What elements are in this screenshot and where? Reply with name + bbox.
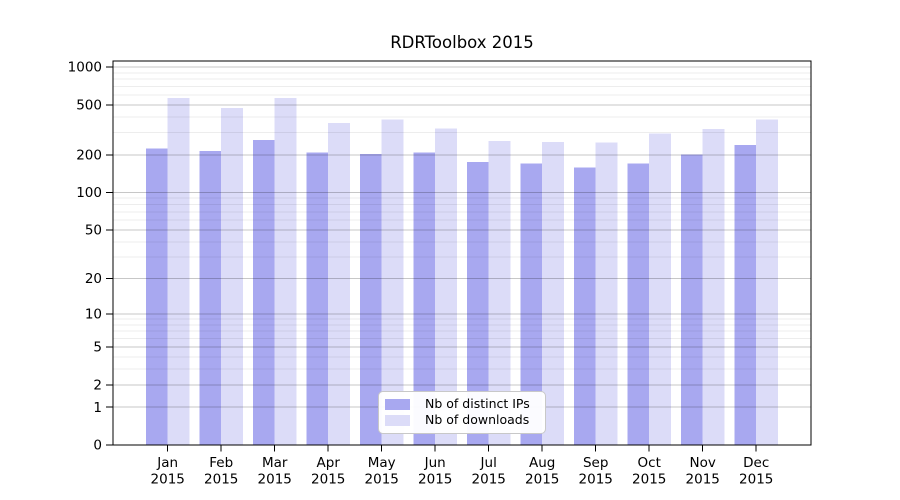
x-tick-label: Jul 2015 <box>472 455 506 488</box>
y-tick-label: 100 <box>76 185 102 201</box>
bar-feb-series1 <box>221 108 243 445</box>
bar-mar-series0 <box>253 140 275 445</box>
bar-aug-series0 <box>520 163 543 445</box>
bar-jul-series1 <box>488 141 511 445</box>
bar-mar-series1 <box>274 98 297 445</box>
bar-sep-series0 <box>574 167 596 445</box>
y-tick-label: 1 <box>93 400 102 416</box>
legend-item-downloads: Nb of downloads <box>385 414 539 427</box>
x-tick-label: Nov 2015 <box>686 455 720 488</box>
bar-apr-series1 <box>328 122 350 446</box>
bar-nov-series1 <box>702 129 725 445</box>
y-tick-label: 20 <box>85 271 102 287</box>
x-tick-label: Jun 2015 <box>418 455 452 488</box>
x-tick-label: May 2015 <box>365 455 399 488</box>
bar-jun-series1 <box>435 128 457 445</box>
bar-jun-series0 <box>413 152 436 445</box>
y-tick-label: 2 <box>93 378 102 394</box>
bar-jan-series0 <box>146 148 168 445</box>
y-tick-label: 10 <box>85 307 102 323</box>
x-tick-label: Aug 2015 <box>525 455 559 488</box>
x-tick-label: Feb 2015 <box>204 455 238 488</box>
x-tick-label: Jan 2015 <box>151 455 185 488</box>
legend-swatch-downloads <box>385 414 410 426</box>
y-tick-label: 200 <box>76 148 102 164</box>
y-tick-label: 5 <box>93 340 102 356</box>
bar-may-series1 <box>381 119 404 446</box>
x-tick-label: Mar 2015 <box>258 455 292 488</box>
bar-dec-series1 <box>756 119 778 446</box>
bar-feb-series0 <box>199 150 222 445</box>
bar-oct-series0 <box>627 163 650 445</box>
y-tick-label: 0 <box>93 438 102 454</box>
legend-item-distinct-ips: Nb of distinct IPs <box>385 398 539 411</box>
chart-title: RDRToolbox 2015 <box>390 33 534 52</box>
y-tick-label: 1000 <box>68 60 102 76</box>
bar-aug-series1 <box>542 142 564 445</box>
legend-label-downloads: Nb of downloads <box>425 412 530 428</box>
x-tick-label: Oct 2015 <box>632 455 666 488</box>
x-tick-label: Dec 2015 <box>739 455 773 488</box>
bar-apr-series0 <box>306 152 329 445</box>
bar-oct-series1 <box>649 133 671 446</box>
y-tick-label: 50 <box>85 223 102 239</box>
legend-swatch-distinct-ips <box>385 399 410 411</box>
plot-frame <box>112 60 812 446</box>
bar-sep-series1 <box>595 142 618 446</box>
x-tick-label: Apr 2015 <box>311 455 345 488</box>
bar-dec-series0 <box>734 145 757 445</box>
bar-jan-series1 <box>167 98 190 445</box>
bar-jul-series0 <box>467 161 489 446</box>
y-tick-label: 500 <box>76 98 102 114</box>
bar-nov-series0 <box>681 154 703 445</box>
legend-label-distinct-ips: Nb of distinct IPs <box>425 396 530 412</box>
x-tick-label: Sep 2015 <box>579 455 613 488</box>
bar-may-series0 <box>360 154 382 445</box>
legend: Nb of distinct IPs Nb of downloads <box>378 391 546 434</box>
